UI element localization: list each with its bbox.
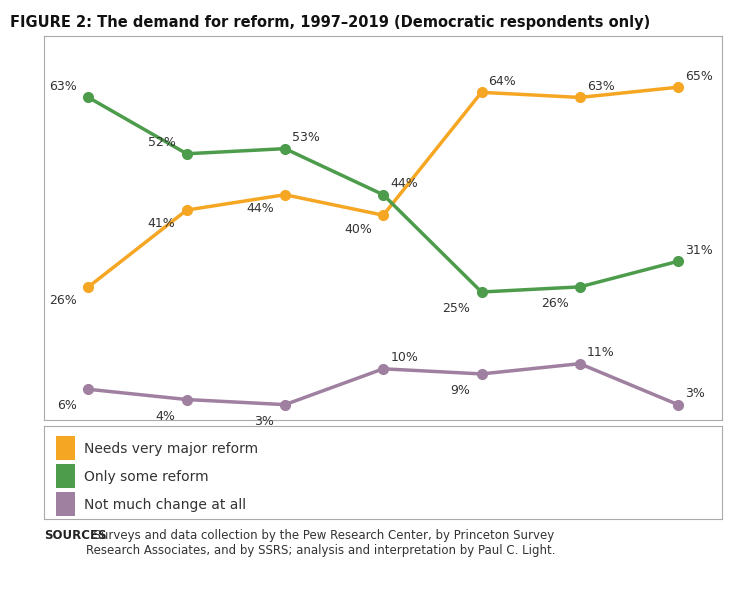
Text: 10%: 10%	[390, 351, 418, 364]
Text: 11%: 11%	[587, 346, 615, 359]
Text: FIGURE 2: The demand for reform, 1997–2019 (Democratic respondents only): FIGURE 2: The demand for reform, 1997–20…	[10, 15, 650, 30]
Text: 26%: 26%	[541, 297, 569, 310]
Text: 26%: 26%	[49, 294, 77, 307]
Text: Needs very major reform: Needs very major reform	[83, 442, 258, 456]
Text: 64%: 64%	[489, 75, 516, 88]
Text: 40%: 40%	[344, 223, 372, 236]
Text: 9%: 9%	[450, 384, 470, 397]
Text: 25%: 25%	[442, 302, 470, 315]
Bar	[57, 436, 75, 460]
Text: 3%: 3%	[685, 387, 705, 400]
Bar	[57, 464, 75, 488]
Text: 63%: 63%	[49, 80, 77, 93]
Text: 4%: 4%	[156, 410, 175, 422]
Text: 63%: 63%	[587, 80, 615, 93]
Text: Surveys and data collection by the Pew Research Center, by Princeton Survey
Rese: Surveys and data collection by the Pew R…	[86, 529, 556, 557]
Text: 44%: 44%	[246, 202, 274, 215]
Text: Not much change at all: Not much change at all	[83, 498, 245, 512]
Text: 65%: 65%	[685, 70, 713, 83]
Text: 41%: 41%	[148, 217, 175, 230]
Text: 52%: 52%	[147, 136, 175, 149]
Text: 3%: 3%	[254, 415, 274, 428]
Text: 44%: 44%	[390, 177, 418, 190]
Text: 31%: 31%	[685, 244, 713, 257]
Text: 6%: 6%	[57, 400, 77, 412]
Text: SOURCES: SOURCES	[44, 529, 107, 542]
Text: 53%: 53%	[292, 131, 320, 144]
Text: Only some reform: Only some reform	[83, 470, 208, 484]
Bar	[57, 492, 75, 516]
